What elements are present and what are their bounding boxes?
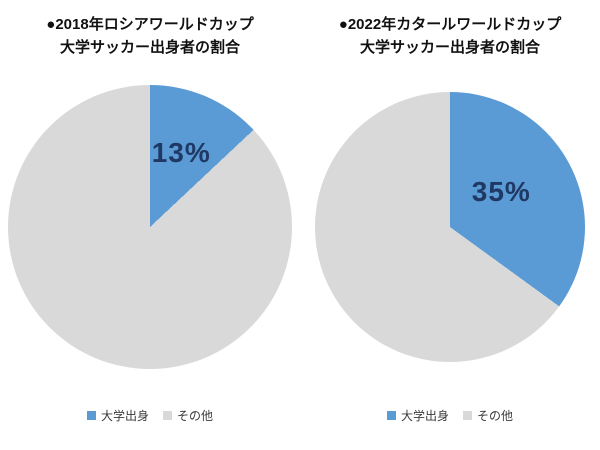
legend-label-other: その他 xyxy=(477,409,514,423)
chart-panel-2022: ●2022年カタールワールドカップ 大学サッカー出身者の割合 35% 大学出身 … xyxy=(300,0,600,450)
data-label-2018: 13% xyxy=(151,137,211,169)
legend-item-other: その他 xyxy=(163,407,213,424)
pie-chart-2018-wrap: 13% xyxy=(8,85,292,369)
pie-chart-2018 xyxy=(8,85,292,369)
chart-title-line2: 大学サッカー出身者の割合 xyxy=(359,38,540,56)
data-label-2022: 35% xyxy=(471,175,531,207)
legend-label-university: 大学出身 xyxy=(100,409,149,423)
chart-title-line1: ●2018年ロシアワールドカップ xyxy=(46,16,254,33)
legend-2022: 大学出身 その他 xyxy=(300,407,600,424)
legend-item-university: 大学出身 xyxy=(386,407,449,424)
pie-chart-2022-wrap: 35% xyxy=(315,92,585,362)
chart-panel-2018: ●2018年ロシアワールドカップ 大学サッカー出身者の割合 13% 大学出身 そ… xyxy=(0,14,300,424)
legend-item-university: 大学出身 xyxy=(86,407,149,424)
legend-label-university: 大学出身 xyxy=(400,409,449,423)
legend-2018: 大学出身 その他 xyxy=(0,407,300,424)
legend-swatch-other-icon xyxy=(463,411,472,420)
legend-swatch-university-icon xyxy=(86,411,96,420)
legend-label-other: その他 xyxy=(177,409,214,423)
legend-swatch-university-icon xyxy=(386,411,396,420)
legend-item-other: その他 xyxy=(463,407,513,424)
legend-swatch-other-icon xyxy=(163,411,172,420)
pie-chart-2022 xyxy=(315,92,585,362)
chart-title-line2: 大学サッカー出身者の割合 xyxy=(59,38,240,56)
chart-title-line1: ●2022年カタールワールドカップ xyxy=(338,16,562,33)
chart-title-2022: ●2022年カタールワールドカップ 大学サッカー出身者の割合 xyxy=(300,14,600,59)
chart-title-2018: ●2018年ロシアワールドカップ 大学サッカー出身者の割合 xyxy=(0,14,300,59)
